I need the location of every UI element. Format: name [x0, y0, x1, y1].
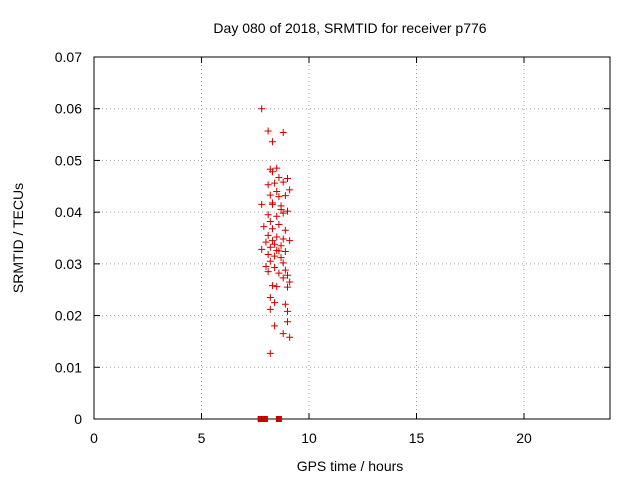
data-point [264, 211, 272, 219]
x-tick-label: 0 [90, 430, 98, 446]
data-point [281, 192, 289, 200]
data-point [275, 193, 283, 201]
data-point [281, 226, 289, 234]
data-point [262, 238, 270, 246]
data-point [273, 164, 281, 172]
data-point [281, 300, 289, 308]
data-point [286, 333, 294, 341]
data-point [286, 278, 294, 286]
data-point [275, 173, 283, 181]
data-point [271, 263, 279, 271]
data-point [279, 330, 287, 338]
x-tick-label: 5 [198, 430, 206, 446]
grid [94, 57, 610, 419]
data-point [266, 217, 274, 225]
data-point [268, 237, 276, 245]
data-point [284, 271, 291, 279]
data-point [284, 175, 291, 183]
baseline-marker [261, 416, 268, 422]
x-tick-label: 20 [516, 430, 532, 446]
data-point [271, 322, 279, 330]
data-point [281, 266, 289, 274]
data-markers [257, 105, 294, 422]
data-point [264, 251, 272, 259]
data-point [284, 283, 291, 291]
data-point [258, 245, 266, 253]
y-tick-label: 0.07 [55, 49, 82, 65]
x-axis-label: GPS time / hours [297, 458, 404, 474]
data-point [284, 318, 291, 326]
x-tick-label: 15 [409, 430, 425, 446]
plot-frame [93, 56, 611, 420]
data-point [273, 283, 281, 291]
data-point [266, 305, 274, 313]
data-point [271, 179, 279, 187]
data-point [286, 237, 294, 245]
data-point [277, 242, 285, 250]
data-point [275, 247, 283, 255]
data-point [266, 243, 274, 251]
x-tick-label: 10 [301, 430, 317, 446]
y-tick-label: 0.06 [55, 101, 82, 117]
baseline-marker [275, 416, 282, 422]
data-point [266, 293, 274, 301]
data-point [266, 191, 274, 199]
data-point [279, 235, 287, 243]
data-point [266, 257, 274, 265]
data-point [279, 129, 287, 137]
data-point [271, 252, 279, 260]
data-point [268, 200, 276, 208]
data-point [268, 168, 276, 176]
data-point [279, 274, 287, 282]
data-point [258, 200, 266, 208]
data-point [281, 247, 289, 255]
data-point [277, 206, 285, 214]
data-point [279, 259, 287, 267]
data-point [258, 105, 266, 113]
y-tick-label: 0.03 [55, 256, 82, 272]
data-point [260, 223, 268, 231]
data-point [284, 307, 291, 315]
data-point [262, 262, 270, 270]
data-point [264, 181, 272, 189]
y-tick-label: 0.02 [55, 308, 82, 324]
y-tick-label: 0.04 [55, 204, 82, 220]
y-tick-label: 0.01 [55, 359, 82, 375]
data-point [264, 268, 272, 276]
data-point [273, 212, 281, 220]
data-point [273, 233, 281, 241]
data-point [264, 127, 272, 135]
axis-ticks: 0 5 10 15 20 0 0.01 0.02 0.03 0.04 0.05 0.06 0.07 [55, 49, 610, 446]
data-point [277, 254, 285, 262]
data-point [266, 349, 274, 357]
data-point [279, 209, 287, 217]
data-point [275, 221, 283, 229]
data-point [279, 178, 287, 186]
data-point [268, 282, 276, 290]
y-tick-label: 0 [74, 411, 82, 427]
data-point [275, 269, 283, 277]
data-point [271, 240, 279, 248]
data-point [273, 187, 281, 195]
data-point [268, 225, 276, 233]
data-point [286, 186, 294, 194]
y-axis-label: SRMTID / TECUs [10, 183, 26, 293]
data-point [284, 207, 291, 215]
data-point [264, 231, 272, 239]
y-tick-label: 0.05 [55, 152, 82, 168]
data-point [271, 299, 279, 307]
data-point [268, 138, 276, 146]
chart-title: Day 080 of 2018, SRMTID for receiver p77… [213, 20, 486, 36]
